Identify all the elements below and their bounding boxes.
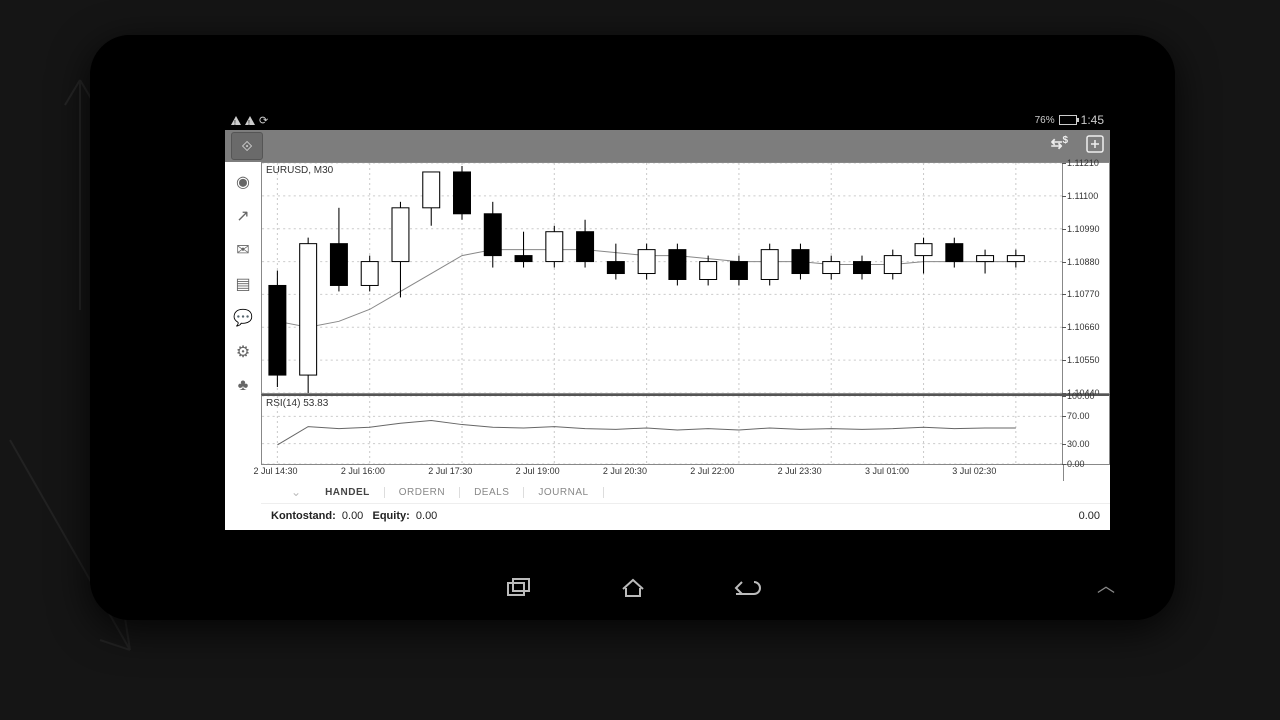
rsi-axis: 100.0070.0030.000.00 [1062, 396, 1109, 464]
android-statusbar: ! ! ⟳ 76% 1:45 [225, 110, 1110, 130]
symbol-label: EURUSD, M30 [266, 165, 333, 176]
time-axis: 2 Jul 14:302 Jul 16:002 Jul 17:302 Jul 1… [261, 465, 1064, 481]
app-logo-icon[interactable]: ⟐ [231, 132, 263, 160]
chevron-down-icon[interactable]: ⌄ [291, 485, 301, 499]
price-chart[interactable]: EURUSD, M30 1.112101.111001.109901.10880… [261, 162, 1110, 394]
clock: 1:45 [1081, 113, 1104, 127]
account-summary: Kontostand: 0.00 Equity: 0.00 0.00 [261, 503, 1110, 528]
price-tick: 1.10550 [1067, 355, 1100, 365]
android-navbar [502, 576, 764, 600]
time-tick: 2 Jul 19:00 [516, 466, 560, 476]
balance-label: Kontostand: [271, 510, 336, 522]
home-button[interactable] [616, 576, 650, 600]
balance-value: 0.00 [342, 510, 363, 522]
chart-icon[interactable]: ↗ [233, 206, 253, 226]
back-button[interactable] [730, 576, 764, 600]
price-tick: 1.10880 [1067, 257, 1100, 267]
rsi-tick: 70.00 [1067, 411, 1090, 421]
warning-icon: ! [245, 116, 255, 125]
price-tick: 1.10770 [1067, 289, 1100, 299]
rsi-label: RSI(14) 53.83 [266, 398, 328, 409]
chevron-up-icon[interactable]: ︿ [1097, 572, 1115, 598]
time-tick: 2 Jul 17:30 [428, 466, 472, 476]
time-tick: 2 Jul 22:00 [690, 466, 734, 476]
rsi-indicator[interactable]: RSI(14) 53.83 100.0070.0030.000.00 [261, 394, 1110, 465]
sync-icon: ⟳ [259, 114, 268, 127]
quotes-icon[interactable]: ◉ [233, 172, 253, 192]
tab-handel[interactable]: HANDEL [311, 487, 385, 498]
tablet-frame: ! ! ⟳ 76% 1:45 ⟐ ⇆$ ◉ ↗ ✉ ▤ 💬 ⚙ ♣ [90, 35, 1175, 620]
equity-value: 0.00 [416, 510, 437, 522]
about-icon[interactable]: ♣ [233, 376, 253, 396]
news-icon[interactable]: ▤ [233, 274, 253, 294]
screen: ! ! ⟳ 76% 1:45 ⟐ ⇆$ ◉ ↗ ✉ ▤ 💬 ⚙ ♣ [225, 110, 1110, 530]
tab-ordern[interactable]: ORDERN [385, 487, 460, 498]
rsi-tick: 30.00 [1067, 439, 1090, 449]
recent-apps-button[interactable] [502, 576, 536, 600]
time-tick: 3 Jul 02:30 [952, 466, 996, 476]
rsi-tick: 100.00 [1067, 391, 1095, 401]
battery-icon [1059, 115, 1077, 125]
price-axis: 1.112101.111001.109901.108801.107701.106… [1062, 163, 1109, 393]
time-tick: 2 Jul 23:30 [778, 466, 822, 476]
price-tick: 1.11210 [1067, 158, 1099, 168]
account-right-value: 0.00 [1079, 510, 1100, 522]
time-tick: 3 Jul 01:00 [865, 466, 909, 476]
refresh-quotes-button[interactable]: ⇆$ [1051, 135, 1068, 158]
new-order-button[interactable] [1086, 135, 1104, 158]
time-tick: 2 Jul 16:00 [341, 466, 385, 476]
rsi-tick: 0.00 [1067, 459, 1085, 469]
time-tick: 2 Jul 20:30 [603, 466, 647, 476]
mail-icon[interactable]: ✉ [233, 240, 253, 260]
battery-pct: 76% [1035, 115, 1055, 126]
content-area: EURUSD, M30 1.112101.111001.109901.10880… [261, 162, 1110, 530]
price-tick: 1.10660 [1067, 322, 1100, 332]
tab-journal[interactable]: JOURNAL [524, 487, 603, 498]
warning-icon: ! [231, 116, 241, 125]
equity-label: Equity: [372, 510, 409, 522]
price-tick: 1.10990 [1067, 224, 1100, 234]
chat-icon[interactable]: 💬 [233, 308, 253, 328]
time-tick: 2 Jul 14:30 [254, 466, 298, 476]
price-tick: 1.11100 [1067, 191, 1098, 201]
app-titlebar: ⟐ ⇆$ [225, 130, 1110, 162]
settings-icon[interactable]: ⚙ [233, 342, 253, 362]
tab-deals[interactable]: DEALS [460, 487, 524, 498]
bottom-tabs: ⌄ HANDELORDERNDEALSJOURNAL [261, 481, 1110, 503]
